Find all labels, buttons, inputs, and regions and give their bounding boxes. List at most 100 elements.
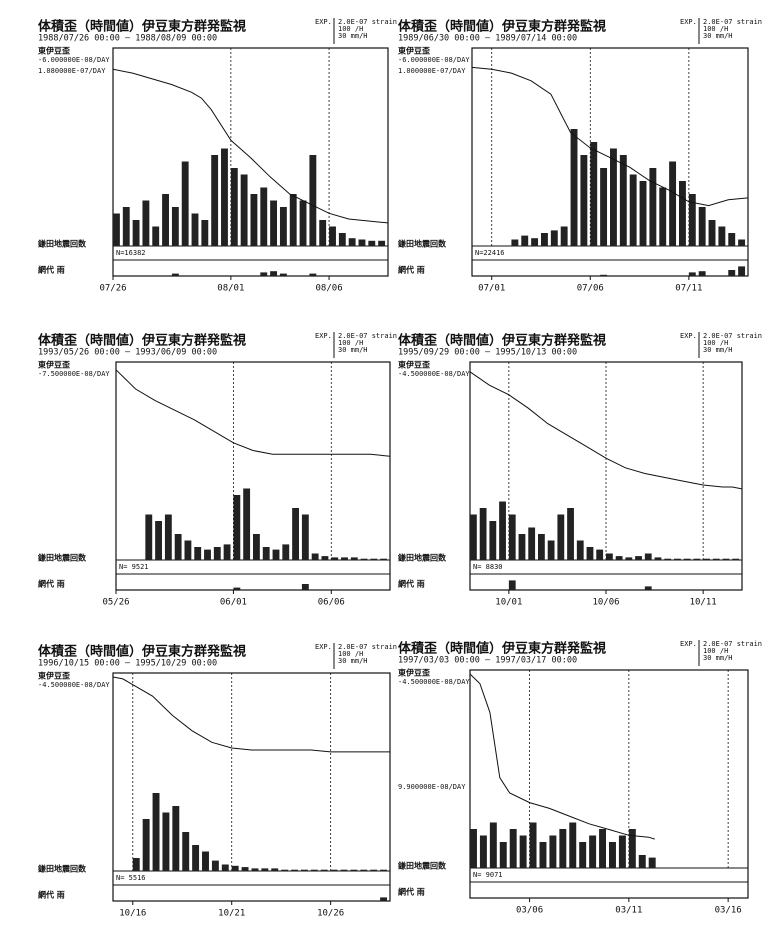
period: 1993/05/26 00:00 — 1993/06/09 00:00: [38, 348, 217, 358]
count-bar: [559, 829, 567, 868]
count-bar: [311, 553, 319, 560]
rate-label: -4.500000E-08/DAY: [38, 681, 110, 689]
rain-bar: [171, 273, 179, 276]
count-bar: [292, 508, 299, 560]
station-label: 東伊豆歪: [398, 668, 430, 678]
rain-bar: [270, 271, 278, 276]
rate-label: -7.500000E-08/DAY: [38, 370, 110, 378]
count-bar: [350, 557, 358, 560]
count-bar: [191, 213, 199, 246]
count-bar: [508, 514, 516, 560]
title: 体積歪（時間値）伊豆東方群発監視: [398, 641, 606, 657]
count-bar: [600, 168, 608, 246]
count-bar: [162, 194, 169, 246]
scale-label: 100 /H: [703, 25, 728, 33]
count-bar: [380, 869, 388, 871]
count-bar: [145, 514, 153, 560]
count-bar: [378, 240, 386, 246]
exp-label: EXP.: [315, 643, 332, 651]
count-bar: [233, 495, 241, 560]
count-total: N= 9071: [473, 871, 503, 879]
rate-label: -4.500000E-08/DAY: [398, 370, 470, 378]
count-bar: [722, 558, 730, 560]
exp-label: EXP.: [680, 332, 697, 340]
count-bar: [260, 187, 268, 246]
count-bar: [243, 488, 251, 560]
count-bar: [738, 239, 746, 246]
count-bar: [192, 845, 200, 871]
count-bar: [499, 501, 506, 560]
count-label: 鎌田地震回数: [397, 861, 447, 871]
x-tick-label: 06/01: [220, 598, 247, 608]
count-bar: [370, 558, 378, 560]
scale-label: 30 mm/H: [338, 346, 368, 354]
count-bar: [606, 553, 613, 560]
count-bar: [589, 835, 597, 868]
x-tick-label: 07/06: [577, 284, 604, 294]
count-bar: [230, 168, 238, 246]
rate-label: 1.080000E-07/DAY: [38, 67, 106, 75]
count-bar: [221, 864, 229, 871]
scale-label: 30 mm/H: [703, 346, 733, 354]
count-bar: [580, 155, 588, 246]
x-tick-label: 05/26: [102, 598, 129, 608]
count-label: 鎌田地震回数: [37, 239, 87, 249]
count-bar: [289, 194, 297, 246]
count-bar: [718, 226, 726, 246]
count-bar: [272, 549, 280, 560]
x-tick-label: 10/06: [592, 598, 619, 608]
count-bar: [519, 835, 527, 868]
count-bar: [223, 544, 231, 560]
title: 体積歪（時間値）伊豆東方群発監視: [38, 644, 246, 660]
scale-label: 2.0E-07 strain: [703, 640, 762, 648]
count-bar: [557, 514, 565, 560]
count-bar: [282, 544, 290, 560]
rain-bar: [301, 584, 309, 590]
x-tick-label: 08/06: [316, 284, 343, 294]
count-bar: [599, 829, 607, 868]
count-bar: [586, 547, 594, 560]
scale-label: 2.0E-07 strain: [703, 332, 762, 340]
count-bar: [240, 174, 248, 246]
count-bar: [579, 842, 587, 868]
strain-line: [471, 66, 749, 207]
count-bar: [262, 547, 270, 560]
count-bar: [350, 869, 358, 871]
count-bar: [330, 869, 338, 871]
count-total: N=22416: [475, 249, 505, 257]
count-bar: [648, 857, 656, 868]
exp-label: EXP.: [315, 332, 332, 340]
title: 体積歪（時間値）伊豆東方群発監視: [38, 333, 246, 349]
count-bar: [590, 142, 598, 246]
count-bar: [698, 207, 706, 246]
count-total: N= 5516: [116, 874, 146, 882]
count-bar: [693, 558, 701, 560]
rain-bar: [233, 587, 241, 590]
count-bar: [331, 557, 339, 560]
rate-label: -6.000000E-08/DAY: [398, 56, 470, 64]
rain-label: 網代 雨: [398, 887, 425, 897]
period: 1996/10/15 00:00 — 1995/10/29 00:00: [38, 659, 217, 669]
rain-bar: [380, 897, 388, 901]
count-bar: [531, 238, 539, 246]
count-bar: [639, 181, 647, 246]
plot-frame: [469, 669, 749, 899]
count-bar: [204, 549, 211, 560]
count-bar: [202, 851, 209, 871]
count-bar: [299, 200, 307, 246]
count-bar: [370, 869, 378, 871]
count-bar: [644, 553, 652, 560]
rain-bar: [309, 273, 317, 276]
scale-label: 2.0E-07 strain: [338, 332, 397, 340]
rate-label: 1.000000E-07/DAY: [398, 67, 466, 75]
count-bar: [629, 174, 637, 246]
x-tick-label: 08/01: [217, 284, 244, 294]
count-bar: [338, 233, 346, 246]
rain-bar: [688, 272, 696, 276]
count-bar: [479, 508, 487, 560]
count-total: N= 8830: [473, 563, 503, 571]
count-bar: [509, 829, 517, 868]
count-bar: [213, 547, 221, 560]
x-tick-label: 07/01: [478, 284, 505, 294]
scale-label: 2.0E-07 strain: [338, 18, 397, 26]
